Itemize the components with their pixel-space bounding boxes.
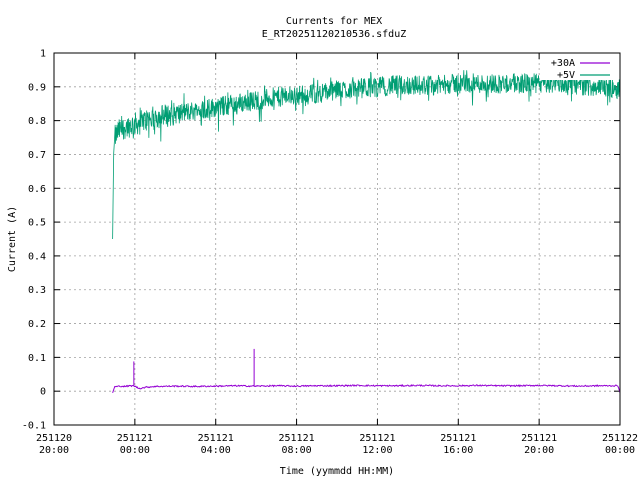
- y-tick-label: 0.6: [28, 184, 46, 195]
- x-tick-label-time: 12:00: [362, 445, 392, 456]
- x-tick-label-date: 251120: [36, 433, 72, 444]
- grid-lines: [54, 53, 620, 425]
- y-tick-label: 0.2: [28, 319, 46, 330]
- axes: -0.100.10.20.30.40.50.60.70.80.912511202…: [22, 49, 638, 457]
- y-tick-label: 0: [40, 387, 46, 398]
- y-tick-label: 0.9: [28, 82, 46, 93]
- y-tick-label: 0.4: [28, 251, 46, 262]
- x-tick-label-date: 251121: [359, 433, 395, 444]
- y-tick-label: 0.8: [28, 116, 46, 127]
- x-tick-label-time: 16:00: [443, 445, 473, 456]
- x-tick-label-time: 08:00: [282, 445, 312, 456]
- x-tick-label-date: 251121: [521, 433, 557, 444]
- chart-subtitle: E_RT20251120210536.sfduZ: [262, 29, 407, 40]
- x-tick-label-date: 251121: [279, 433, 315, 444]
- chart-title: Currents for MEX: [286, 16, 382, 27]
- legend: +30A +5V: [540, 56, 618, 81]
- x-tick-label-date: 251121: [198, 433, 234, 444]
- legend-label-30a: +30A: [551, 58, 575, 69]
- y-tick-label: 0.1: [28, 353, 46, 364]
- x-axis-label: Time (yymmdd HH:MM): [280, 466, 394, 477]
- x-tick-label-date: 251121: [117, 433, 153, 444]
- legend-label-5v: +5V: [557, 70, 575, 81]
- x-tick-label-time: 20:00: [524, 445, 554, 456]
- series-line-30a: [112, 384, 621, 394]
- plot-frame: [53, 52, 621, 426]
- x-tick-label-time: 00:00: [605, 445, 635, 456]
- series-line-5v: [112, 70, 621, 240]
- x-tick-label-date: 251122: [602, 433, 638, 444]
- y-tick-label: -0.1: [22, 421, 46, 432]
- y-tick-label: 1: [40, 49, 46, 60]
- y-tick-label: 0.3: [28, 285, 46, 296]
- y-tick-label: 0.5: [28, 218, 46, 229]
- y-tick-label: 0.7: [28, 150, 46, 161]
- series-lines: [112, 70, 621, 394]
- x-tick-label-time: 04:00: [201, 445, 231, 456]
- x-tick-label-time: 00:00: [120, 445, 150, 456]
- x-tick-label-date: 251121: [440, 433, 476, 444]
- x-tick-label-time: 20:00: [39, 445, 69, 456]
- y-axis-label: Current (A): [7, 206, 18, 272]
